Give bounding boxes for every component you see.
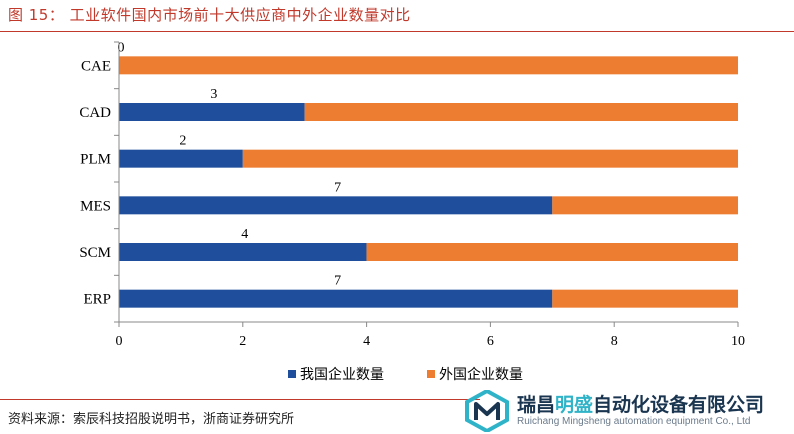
legend-swatch-domestic <box>288 370 296 378</box>
source-divider <box>0 399 480 400</box>
category-label-erp: ERP <box>83 292 111 308</box>
category-label-scm: SCM <box>79 245 111 261</box>
x-tick-label-8: 8 <box>611 334 618 349</box>
category-label-cae: CAE <box>81 58 111 74</box>
category-label-cad: CAD <box>79 105 111 121</box>
company-name: 瑞昌明盛自动化设备有限公司 <box>517 390 764 417</box>
data-label-mes: 7 <box>334 180 341 195</box>
data-label-erp: 7 <box>334 274 341 289</box>
data-label-plm: 2 <box>179 134 186 149</box>
legend-swatch-foreign <box>427 370 435 378</box>
bar-cad-domestic <box>119 103 305 121</box>
category-label-mes: MES <box>80 198 111 214</box>
bar-scm-domestic <box>119 243 367 261</box>
bar-erp-foreign <box>552 289 738 308</box>
legend-label-foreign: 外国企业数量 <box>439 366 523 383</box>
x-tick-label-0: 0 <box>116 334 123 349</box>
company-name-part2: 自动化设备有限公司 <box>593 394 765 416</box>
bar-mes-foreign <box>552 196 738 215</box>
data-label-scm: 4 <box>241 227 248 242</box>
x-tick-label-4: 4 <box>363 334 370 349</box>
stacked-bar-chart: 0 3 2 7 4 7 CAE CAD PLM MES SCM ERP 0 2 4 6 8 10 我国企业数量 外… <box>79 40 745 383</box>
x-tick-label-6: 6 <box>487 334 494 349</box>
chart-title: 图 15： 工业软件国内市场前十大供应商中外企业数量对比 <box>8 6 411 24</box>
bar-erp-domestic <box>119 289 553 308</box>
category-label-plm: PLM <box>80 152 111 168</box>
x-tick-label-10: 10 <box>731 334 745 349</box>
bar-plm-domestic <box>119 149 243 168</box>
data-label-cae: 0 <box>118 40 125 55</box>
company-english-name: Ruichang Mingsheng automation equipment … <box>517 416 751 427</box>
bar-scm-foreign <box>366 243 738 261</box>
bar-cae-foreign <box>119 56 738 75</box>
title-divider <box>0 31 794 32</box>
company-name-part1: 瑞昌 <box>517 394 556 416</box>
x-tick-label-2: 2 <box>239 334 246 349</box>
source-note: 资料来源：索辰科技招股说明书，浙商证券研究所 <box>8 412 295 427</box>
company-watermark: 瑞昌明盛自动化设备有限公司 Ruichang Mingsheng automat… <box>465 388 794 434</box>
bar-mes-domestic <box>119 196 553 215</box>
data-label-cad: 3 <box>210 87 217 102</box>
company-logo-icon <box>465 390 509 432</box>
bar-cad-foreign <box>304 103 738 121</box>
legend-label-domestic: 我国企业数量 <box>300 366 384 383</box>
company-name-highlight: 明盛 <box>555 394 594 416</box>
bar-plm-foreign <box>242 149 739 168</box>
